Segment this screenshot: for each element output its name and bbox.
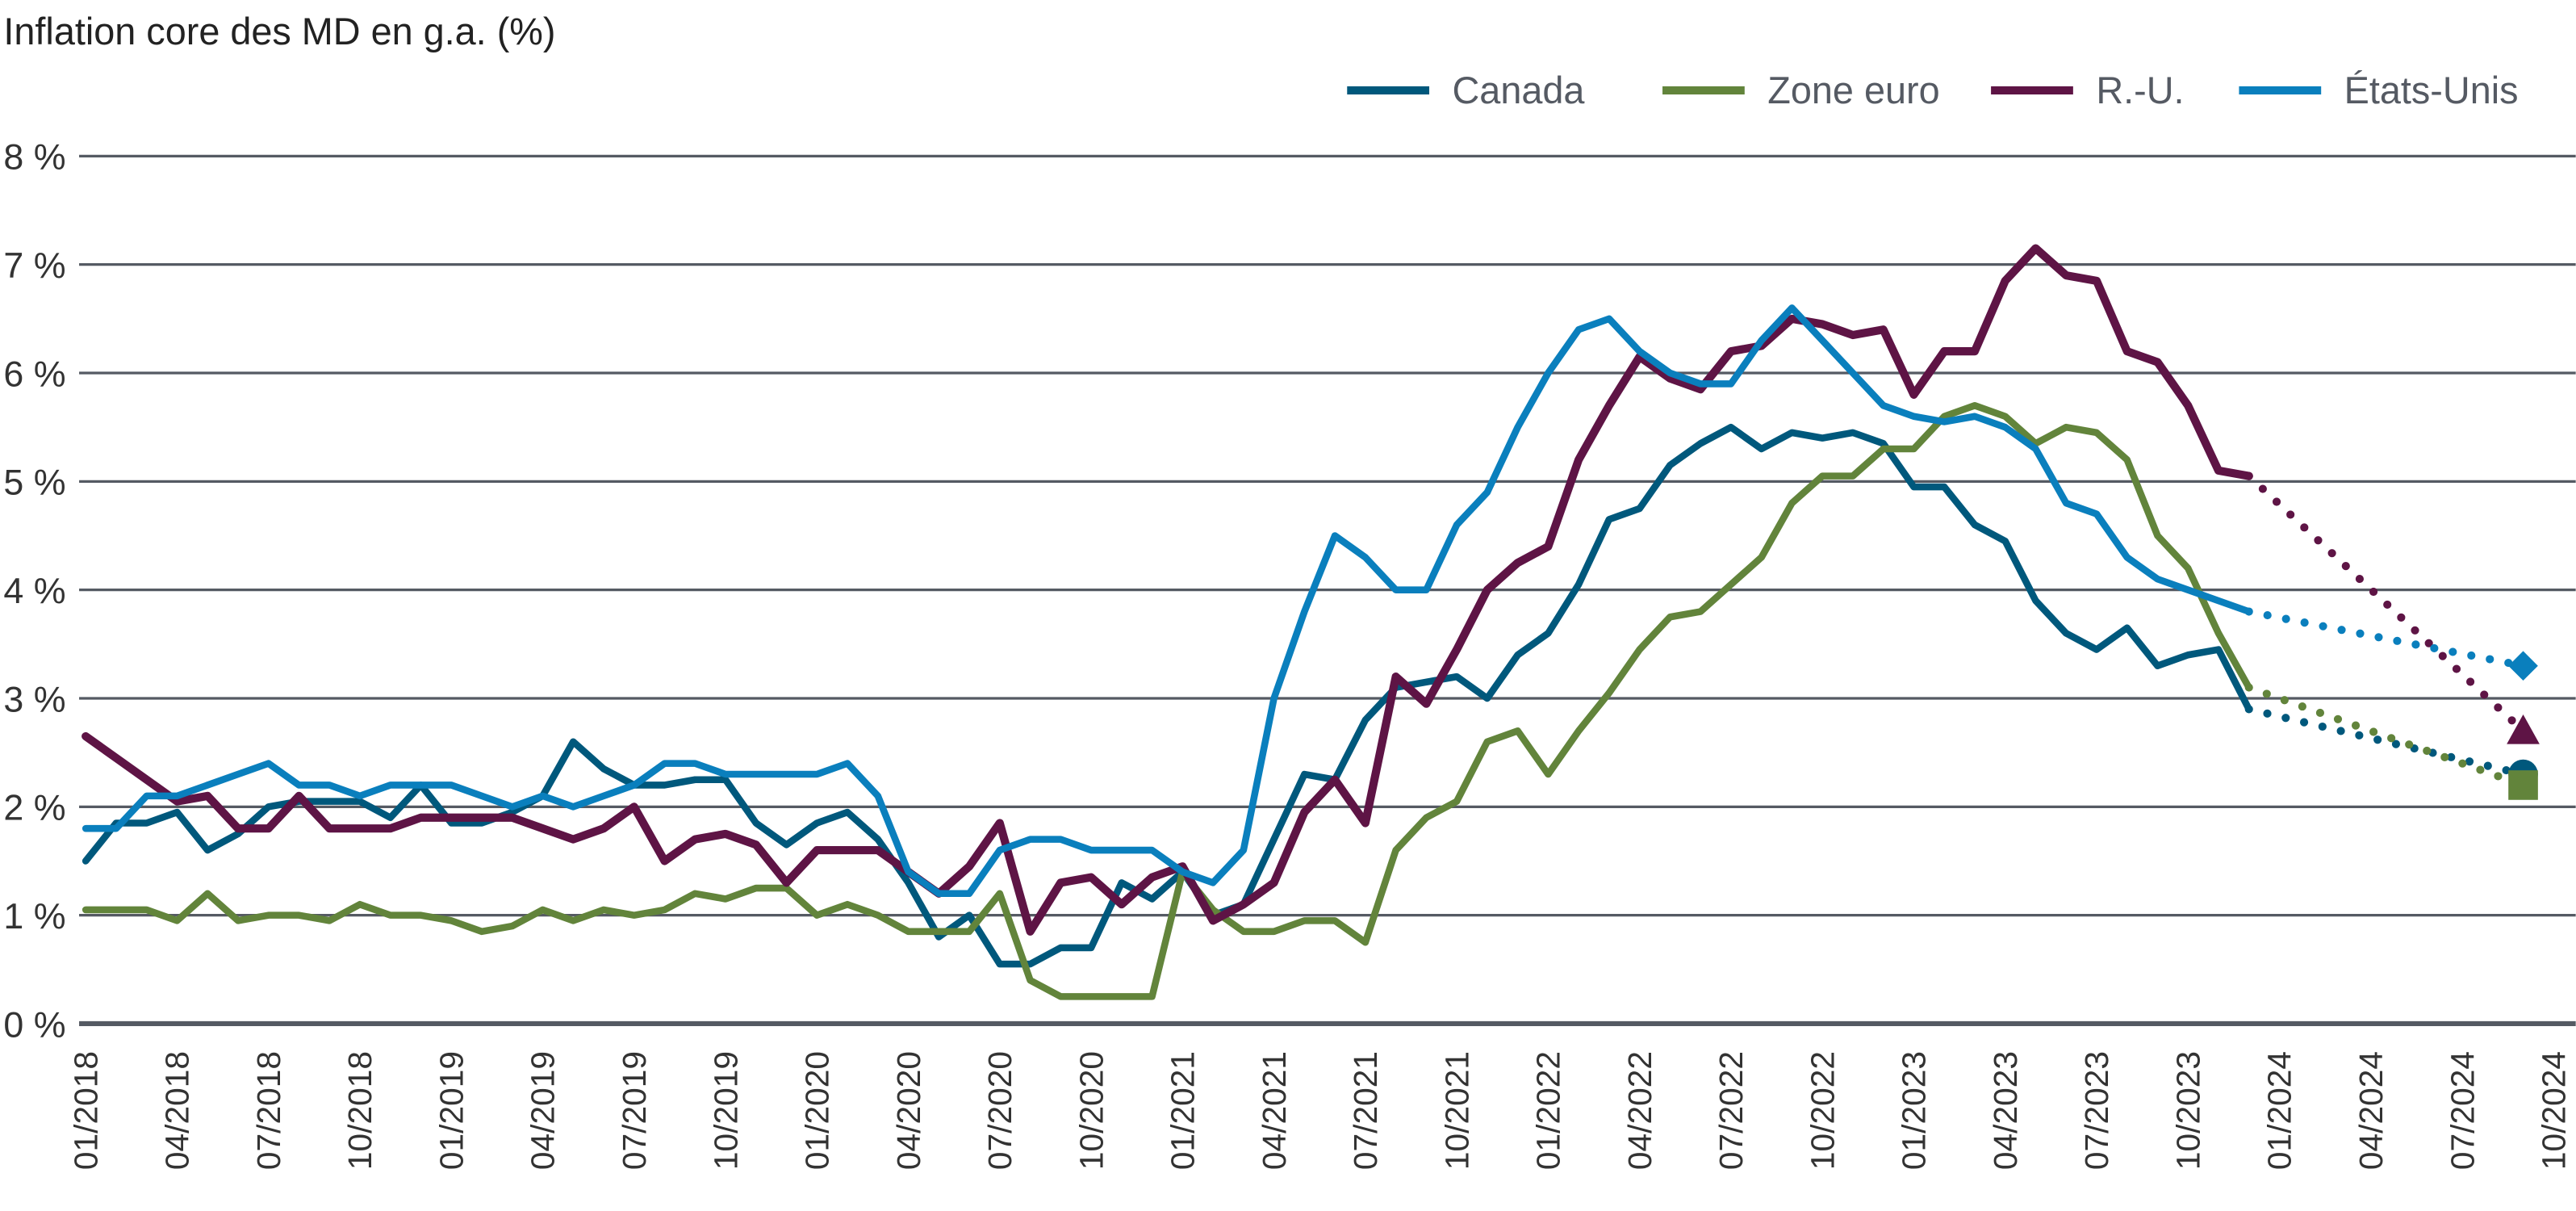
y-tick-label: 5 % — [3, 463, 65, 503]
x-tick-label: 07/2024 — [2444, 1051, 2481, 1170]
x-tick-label: 04/2023 — [1987, 1051, 2024, 1170]
projection-marker-square — [2508, 770, 2538, 800]
y-tick-label: 1 % — [3, 896, 65, 937]
chart-title: Inflation core des MD en g.a. (%) — [3, 10, 555, 52]
x-tick-label: 07/2021 — [1347, 1051, 1384, 1170]
x-tick-label: 07/2019 — [616, 1051, 653, 1170]
x-tick-label: 04/2019 — [525, 1051, 562, 1170]
y-tick-label: 8 % — [3, 137, 65, 178]
x-tick-label: 01/2022 — [1530, 1051, 1567, 1170]
y-tick-label: 4 % — [3, 571, 65, 611]
x-tick-label: 10/2019 — [707, 1051, 744, 1170]
x-tick-label: 10/2021 — [1438, 1051, 1475, 1170]
x-tick-label: 04/2024 — [2352, 1051, 2390, 1170]
x-tick-label: 10/2020 — [1073, 1051, 1110, 1170]
legend-label: R.-U. — [2096, 69, 2184, 111]
series-line — [82, 244, 2253, 936]
x-tick-label: 10/2018 — [341, 1051, 378, 1170]
series-line — [82, 304, 2253, 898]
series-line — [82, 402, 2253, 1000]
x-tick-label: 10/2022 — [1804, 1051, 1841, 1170]
legend-label: Zone euro — [1767, 69, 1939, 111]
y-axis-ticks: 0 % 1 % 2 % 3 % 4 % 5 % 6 % 7 % 8 % — [3, 137, 65, 1045]
x-tick-label: 10/2024 — [2536, 1051, 2573, 1170]
y-tick-label: 2 % — [3, 788, 65, 828]
x-tick-label: 04/2021 — [1256, 1051, 1293, 1170]
projection-line — [2244, 607, 2528, 670]
x-tick-label: 01/2021 — [1165, 1051, 1202, 1170]
y-tick-label: 7 % — [3, 245, 65, 286]
legend-label: Canada — [1453, 69, 1586, 111]
y-tick-label: 3 % — [3, 679, 65, 719]
x-tick-label: 01/2023 — [1896, 1051, 1933, 1170]
x-axis-ticks: 01/2018 04/2018 07/2018 10/2018 01/2019 04/20… — [67, 1051, 2572, 1170]
x-tick-label: 04/2020 — [890, 1051, 927, 1170]
series-line — [82, 423, 2253, 968]
projection-marker-diamond — [2508, 651, 2538, 681]
x-tick-label: 07/2018 — [250, 1051, 287, 1170]
legend: Canada Zone euro R.-U. États-Unis — [1347, 69, 2519, 111]
projection-line — [2244, 471, 2528, 735]
x-tick-label: 07/2022 — [1712, 1051, 1750, 1170]
y-tick-label: 6 % — [3, 354, 65, 394]
projection-marker-triangle — [2507, 714, 2540, 744]
series-group — [82, 244, 2540, 1000]
x-tick-label: 04/2018 — [159, 1051, 196, 1170]
projection-line — [2244, 683, 2528, 790]
x-tick-label: 10/2023 — [2169, 1051, 2206, 1170]
x-tick-label: 01/2018 — [67, 1051, 104, 1170]
y-tick-label: 0 % — [3, 1004, 65, 1045]
x-tick-label: 01/2020 — [799, 1051, 836, 1170]
legend-label: États-Unis — [2344, 69, 2519, 111]
x-tick-label: 07/2023 — [2078, 1051, 2115, 1170]
x-tick-label: 07/2020 — [981, 1051, 1018, 1170]
x-tick-label: 01/2019 — [433, 1051, 470, 1170]
projection-line — [2244, 705, 2528, 779]
x-tick-label: 04/2022 — [1621, 1051, 1658, 1170]
x-tick-label: 01/2024 — [2261, 1051, 2298, 1170]
grid — [79, 154, 2576, 1027]
